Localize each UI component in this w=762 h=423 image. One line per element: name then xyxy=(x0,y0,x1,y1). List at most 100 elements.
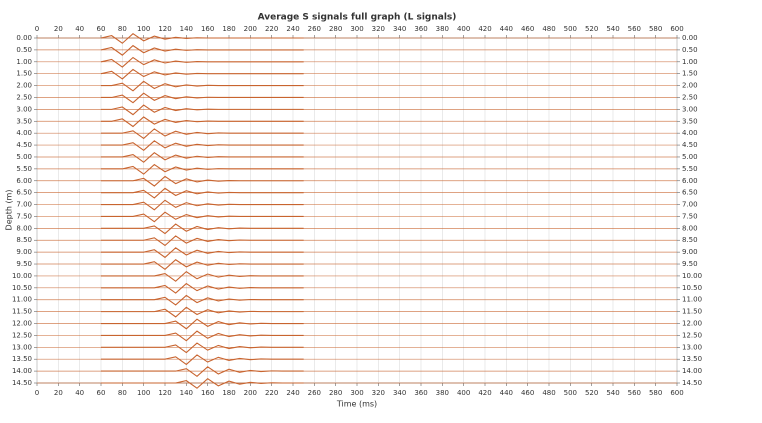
y-tick-label: 8.50 xyxy=(682,236,698,244)
y-tick-label: 3.00 xyxy=(16,105,32,113)
x-tick-label: 560 xyxy=(628,25,641,33)
y-tick-label: 6.00 xyxy=(16,177,32,185)
x-axis-label: Time (ms) xyxy=(336,400,377,409)
trace xyxy=(101,330,304,342)
y-tick-label: 7.50 xyxy=(16,212,32,220)
x-tick-label: 360 xyxy=(414,389,427,397)
trace xyxy=(101,199,304,211)
y-tick-label: 2.00 xyxy=(16,82,32,90)
x-tick-label: 340 xyxy=(393,389,406,397)
y-tick-label: 11.00 xyxy=(682,296,702,304)
y-tick-label: 1.00 xyxy=(682,58,698,66)
x-tick-label: 600 xyxy=(670,389,683,397)
x-tick-label: 60 xyxy=(97,389,106,397)
trace xyxy=(101,354,304,366)
x-tick-label: 380 xyxy=(436,389,449,397)
x-tick-label: 480 xyxy=(542,389,555,397)
y-tick-label: 13.50 xyxy=(12,355,32,363)
x-tick-label: 440 xyxy=(500,25,513,33)
y-tick-label: 6.50 xyxy=(682,189,698,197)
x-tick-label: 560 xyxy=(628,389,641,397)
y-tick-label: 0.00 xyxy=(16,34,32,42)
y-tick-label: 4.00 xyxy=(682,129,698,137)
x-tick-label: 580 xyxy=(649,389,662,397)
trace xyxy=(101,259,304,270)
y-tick-label: 14.50 xyxy=(12,379,32,387)
trace xyxy=(101,223,304,235)
x-tick-label: 300 xyxy=(350,389,363,397)
y-tick-label: 6.50 xyxy=(16,189,32,197)
x-tick-label: 360 xyxy=(414,25,427,33)
y-tick-label: 3.00 xyxy=(682,105,698,113)
trace xyxy=(100,56,304,68)
x-tick-label: 180 xyxy=(222,25,235,33)
x-tick-label: 140 xyxy=(180,25,193,33)
y-tick-label: 14.00 xyxy=(682,367,702,375)
x-tick-label: 200 xyxy=(244,389,257,397)
y-tick-label: 11.50 xyxy=(682,308,702,316)
y-tick-label: 1.00 xyxy=(16,58,32,66)
x-tick-label: 540 xyxy=(606,25,619,33)
x-tick-label: 20 xyxy=(54,389,63,397)
y-tick-label: 7.00 xyxy=(682,201,698,209)
y-tick-label: 10.00 xyxy=(12,272,32,280)
x-tick-label: 500 xyxy=(564,389,577,397)
y-tick-label: 2.00 xyxy=(682,82,698,90)
x-tick-label: 580 xyxy=(649,25,662,33)
trace xyxy=(101,294,304,306)
y-tick-label: 14.50 xyxy=(682,379,702,387)
y-tick-label: 7.00 xyxy=(16,201,32,209)
x-tick-label: 420 xyxy=(478,25,491,33)
x-tick-label: 300 xyxy=(350,25,363,33)
trace xyxy=(101,104,304,116)
trace xyxy=(100,33,304,44)
y-tick-label: 0.00 xyxy=(682,34,698,42)
x-tick-label: 160 xyxy=(201,389,214,397)
chart-title: Average S signals full graph (L signals) xyxy=(258,13,457,23)
x-tick-label: 320 xyxy=(372,25,385,33)
trace xyxy=(101,318,304,330)
x-tick-label: 440 xyxy=(500,389,513,397)
x-tick-label: 100 xyxy=(137,25,150,33)
x-tick-label: 0 xyxy=(35,25,39,33)
y-tick-label: 10.50 xyxy=(682,284,702,292)
x-tick-label: 460 xyxy=(521,389,534,397)
x-tick-label: 460 xyxy=(521,25,534,33)
x-tick-label: 0 xyxy=(35,389,39,397)
y-tick-label: 9.50 xyxy=(16,260,32,268)
trace xyxy=(101,247,304,259)
y-tick-label: 1.50 xyxy=(16,70,32,78)
trace xyxy=(101,282,304,294)
trace xyxy=(101,92,304,104)
y-tick-label: 4.50 xyxy=(16,141,32,149)
x-tick-label: 280 xyxy=(329,389,342,397)
y-tick-label: 13.00 xyxy=(12,343,32,351)
y-axis-label: Depth (m) xyxy=(5,190,14,231)
y-tick-label: 13.50 xyxy=(682,355,702,363)
x-tick-label: 280 xyxy=(329,25,342,33)
y-tick-label: 2.50 xyxy=(682,93,698,101)
x-tick-label: 320 xyxy=(372,389,385,397)
x-tick-label: 40 xyxy=(75,389,84,397)
trace xyxy=(101,270,304,282)
y-tick-label: 14.00 xyxy=(12,367,32,375)
y-tick-label: 7.50 xyxy=(682,212,698,220)
y-tick-label: 8.50 xyxy=(16,236,32,244)
x-tick-label: 540 xyxy=(606,389,619,397)
y-tick-label: 6.00 xyxy=(682,177,698,185)
x-tick-label: 80 xyxy=(118,25,127,33)
y-tick-label: 10.50 xyxy=(12,284,32,292)
x-tick-label: 100 xyxy=(137,389,150,397)
x-tick-label: 400 xyxy=(457,25,470,33)
y-tick-label: 8.00 xyxy=(16,224,32,232)
trace xyxy=(100,68,304,80)
x-tick-label: 260 xyxy=(308,389,321,397)
y-tick-label: 0.50 xyxy=(16,46,32,54)
trace xyxy=(100,44,304,56)
trace xyxy=(101,211,304,223)
x-tick-label: 140 xyxy=(180,389,193,397)
y-tick-label: 4.00 xyxy=(16,129,32,137)
y-tick-label: 5.00 xyxy=(682,153,698,161)
